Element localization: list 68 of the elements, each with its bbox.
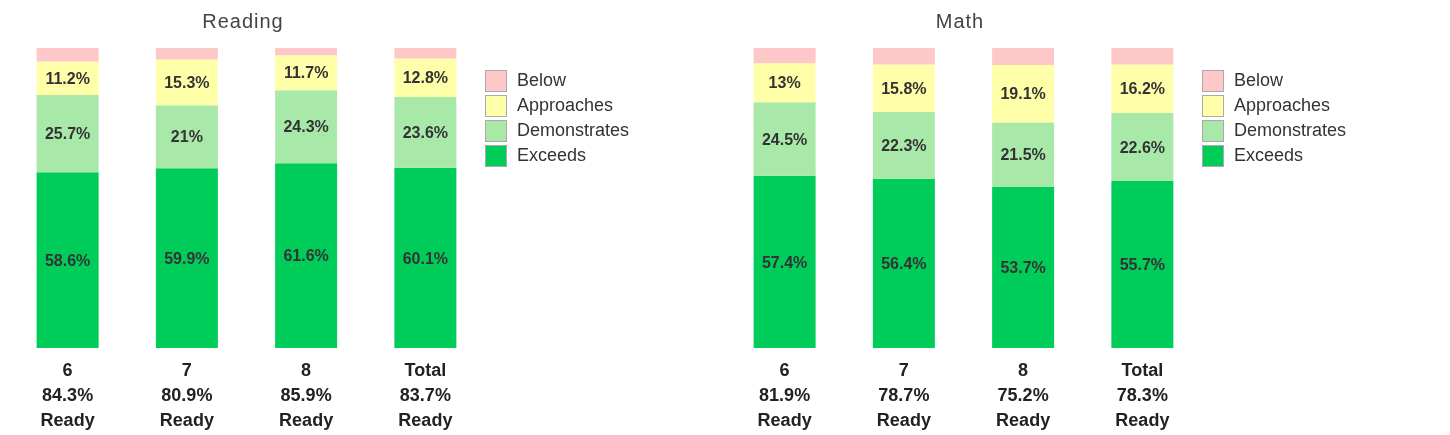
bar — [275, 163, 338, 348]
bar — [753, 48, 816, 64]
data-label: 24.5% — [761, 130, 808, 148]
data-label: 58.6% — [44, 251, 91, 269]
bar — [992, 48, 1055, 66]
bar — [753, 175, 816, 348]
data-label: 11.7% — [283, 64, 329, 82]
data-label: 59.9% — [164, 249, 210, 267]
legend-label: Exceeds — [1234, 145, 1304, 166]
data-label: 13% — [768, 74, 801, 92]
bar — [992, 122, 1055, 187]
bar — [872, 111, 935, 179]
bar — [394, 96, 457, 168]
bar — [753, 102, 816, 176]
x-tick-label: 7 80.9% Ready — [159, 360, 214, 430]
bar — [36, 95, 99, 173]
legend-label: Demonstrates — [1234, 120, 1347, 141]
bar — [155, 105, 218, 169]
x-tick-label: 7 78.7% Ready — [876, 360, 931, 430]
bar — [275, 90, 338, 164]
data-label: 53.7% — [1000, 259, 1046, 277]
data-label: 60.1% — [402, 249, 449, 267]
bar — [992, 186, 1055, 348]
bar — [155, 168, 218, 348]
data-label: 15.3% — [164, 74, 210, 92]
data-label: 23.6% — [402, 123, 449, 141]
bar — [36, 48, 99, 62]
legend-label: Approaches — [1234, 95, 1331, 116]
bar — [394, 167, 457, 348]
bar — [1111, 113, 1174, 181]
data-label: 61.6% — [283, 247, 329, 265]
bar — [872, 48, 935, 65]
legend-label: Demonstrates — [517, 120, 630, 141]
bar — [36, 172, 99, 348]
data-label: 55.7% — [1119, 256, 1166, 274]
x-tick-label: 8 75.2% Ready — [996, 360, 1051, 430]
data-label: 22.3% — [881, 137, 927, 155]
bar — [275, 48, 338, 56]
legend-label: Below — [1234, 70, 1284, 91]
data-label: 24.3% — [283, 118, 329, 136]
x-tick-label: 6 81.9% Ready — [757, 360, 812, 430]
chart-title: Reading — [201, 9, 285, 34]
bar — [753, 63, 816, 103]
data-label: 57.4% — [761, 253, 808, 271]
data-label: 16.2% — [1119, 80, 1166, 98]
x-tick-label: 8 85.9% Ready — [279, 360, 334, 430]
data-label: 22.6% — [1119, 138, 1166, 156]
data-label: 19.1% — [1000, 85, 1046, 103]
bar — [394, 48, 457, 59]
data-label: 15.8% — [881, 79, 927, 97]
legend-label: Exceeds — [517, 145, 587, 166]
data-label: 11.2% — [45, 69, 90, 87]
x-tick-label: Total 78.3% Ready — [1115, 360, 1170, 430]
bar — [1111, 48, 1174, 65]
x-tick-label: 6 84.3% Ready — [40, 360, 95, 430]
bar — [992, 65, 1055, 123]
chart-title: Math — [934, 9, 986, 34]
bar — [872, 178, 935, 348]
data-label: 56.4% — [881, 255, 927, 273]
data-label: 25.7% — [44, 125, 91, 143]
bar — [1111, 180, 1174, 348]
data-label: 21.5% — [1000, 146, 1046, 164]
bar — [155, 48, 218, 60]
data-label: 21% — [170, 128, 203, 146]
data-label: 12.8% — [402, 69, 449, 87]
legend-label: Below — [517, 70, 567, 91]
x-tick-label: Total 83.7% Ready — [398, 360, 453, 430]
legend-label: Approaches — [517, 95, 614, 116]
